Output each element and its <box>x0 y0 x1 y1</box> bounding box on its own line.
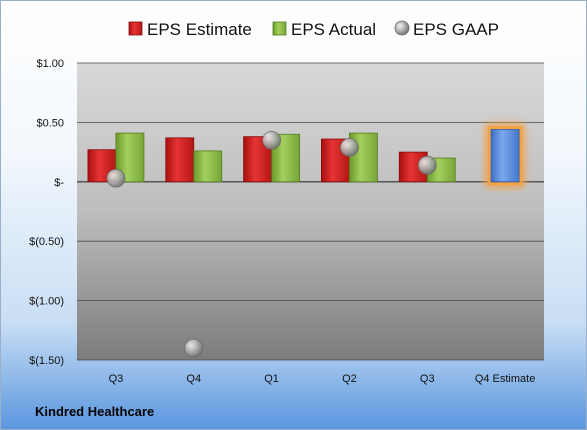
x-tick-label: Q3 <box>109 373 124 385</box>
point-eps-gaap <box>184 338 204 358</box>
y-tick-label: $(0.50) <box>29 236 64 248</box>
legend-marker <box>128 21 143 36</box>
x-tick-label: Q2 <box>342 373 357 385</box>
x-tick-label: Q3 <box>420 373 435 385</box>
bar-eps-actual <box>193 150 223 183</box>
bar-q4-estimate <box>490 129 520 183</box>
gaap-points <box>106 130 437 358</box>
point-eps-gaap <box>262 130 281 150</box>
y-tick-label: $(1.50) <box>29 355 64 367</box>
grid-lines <box>77 62 544 361</box>
y-tick-label: $1.00 <box>36 58 64 70</box>
legend-marker <box>394 20 410 36</box>
bar-highlight-glow <box>484 122 527 189</box>
y-tick-label: $(1.00) <box>29 296 64 308</box>
legend-label: EPS Estimate <box>147 20 252 39</box>
legend-label: EPS GAAP <box>413 20 499 39</box>
legend-label: EPS Actual <box>291 20 376 39</box>
x-tick-label: Q1 <box>264 373 279 385</box>
x-tick-label: Q4 <box>186 373 201 385</box>
y-axis-ticks: $1.00 $0.50 $- $(0.50) $(1.00) $(1.50) <box>29 58 64 367</box>
bar-eps-estimate <box>165 137 195 183</box>
x-tick-label: Q4 Estimate <box>475 373 536 385</box>
point-eps-gaap <box>417 155 437 175</box>
legend-marker <box>272 21 287 36</box>
bar-highlight <box>487 126 523 186</box>
point-eps-gaap <box>340 137 359 157</box>
y-tick-label: $- <box>54 177 64 189</box>
legend: EPS Estimate EPS Actual EPS GAAP <box>128 20 499 39</box>
x-axis-ticks: Q3 Q4 Q1 Q2 Q3 Q4 Estimate <box>109 373 536 385</box>
y-tick-label: $0.50 <box>36 117 64 129</box>
plot-area <box>77 63 544 360</box>
company-label: Kindred Healthcare <box>35 404 155 419</box>
point-eps-gaap <box>106 168 126 188</box>
